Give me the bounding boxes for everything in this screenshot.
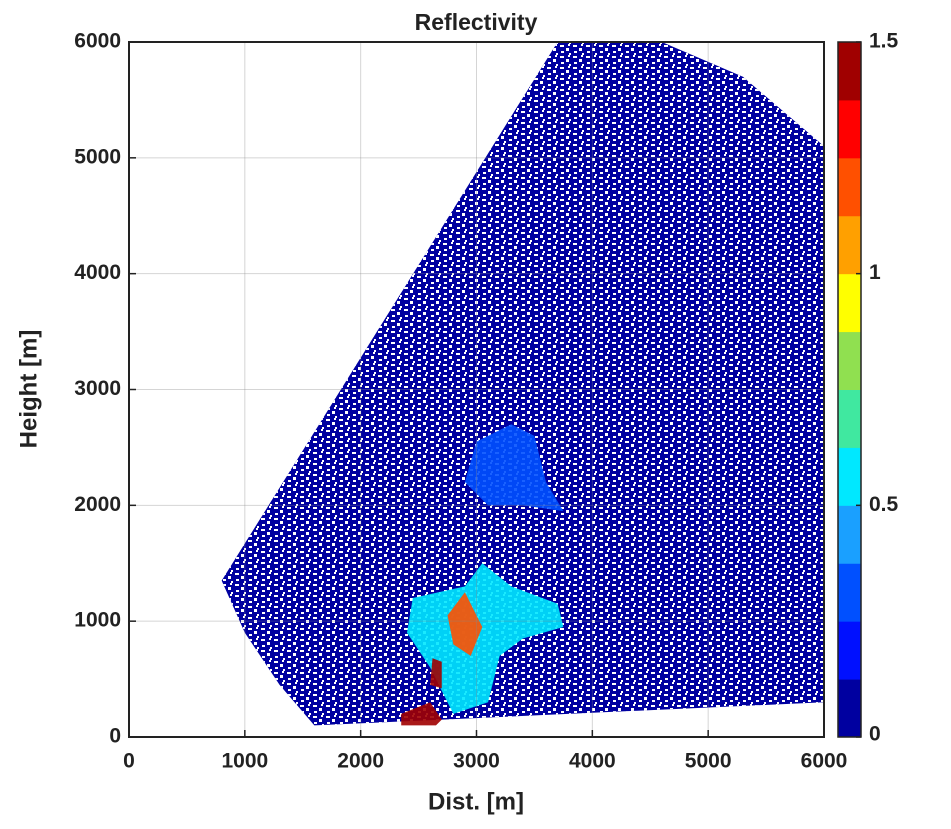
colorbar-tick-label: 1.5	[869, 30, 899, 53]
x-tick-label: 3000	[453, 750, 500, 773]
colorbar-swatch	[838, 273, 861, 333]
reflectivity-region	[447, 592, 483, 656]
y-tick-label: 6000	[74, 30, 121, 53]
colorbar-swatch	[838, 447, 861, 506]
colorbar-swatch	[838, 331, 861, 390]
noise-texture	[221, 42, 824, 726]
x-tick-label: 5000	[685, 750, 732, 773]
reflectivity-region	[464, 424, 564, 512]
reflectivity-region	[430, 658, 442, 689]
colorbar-swatch	[838, 563, 861, 622]
y-tick-label: 5000	[74, 145, 121, 168]
colorbar-tick-label: 0.5	[869, 493, 899, 516]
x-tick-label: 2000	[337, 750, 384, 773]
colorbar-swatch	[838, 99, 861, 159]
x-tick-label: 4000	[569, 750, 616, 773]
y-axis-label: Height [m]	[15, 330, 42, 449]
x-tick-label: 6000	[801, 750, 848, 773]
colorbar-tick-label: 0	[869, 723, 881, 746]
colorbar-tick-label: 1	[869, 261, 881, 284]
y-tick-label: 2000	[74, 493, 121, 516]
colorbar-swatch	[838, 157, 861, 217]
reflectivity-region	[401, 702, 442, 726]
colorbar-swatch	[838, 505, 861, 564]
colorbar-swatch	[838, 42, 861, 101]
x-tick-label: 1000	[221, 750, 268, 773]
colorbar-swatch	[838, 679, 861, 738]
y-tick-label: 0	[109, 725, 121, 748]
x-tick-label: 0	[123, 750, 135, 773]
x-axis-label: Dist. [m]	[428, 788, 524, 815]
axes: 0 1000 2000 3000 4000 5000 6000 0 1000 2000 3000 40…	[74, 30, 847, 773]
plot-area	[221, 42, 824, 726]
colorbar-swatch	[838, 215, 861, 275]
colorbar-swatch	[838, 389, 861, 448]
reflectivity-region	[407, 563, 564, 714]
chart-title: Reflectivity	[415, 9, 538, 35]
y-tick-label: 4000	[74, 261, 121, 284]
y-tick-label: 1000	[74, 609, 121, 632]
y-tick-label: 3000	[74, 377, 121, 400]
colorbar-swatch	[838, 621, 861, 680]
colorbar-frame	[837, 41, 862, 738]
